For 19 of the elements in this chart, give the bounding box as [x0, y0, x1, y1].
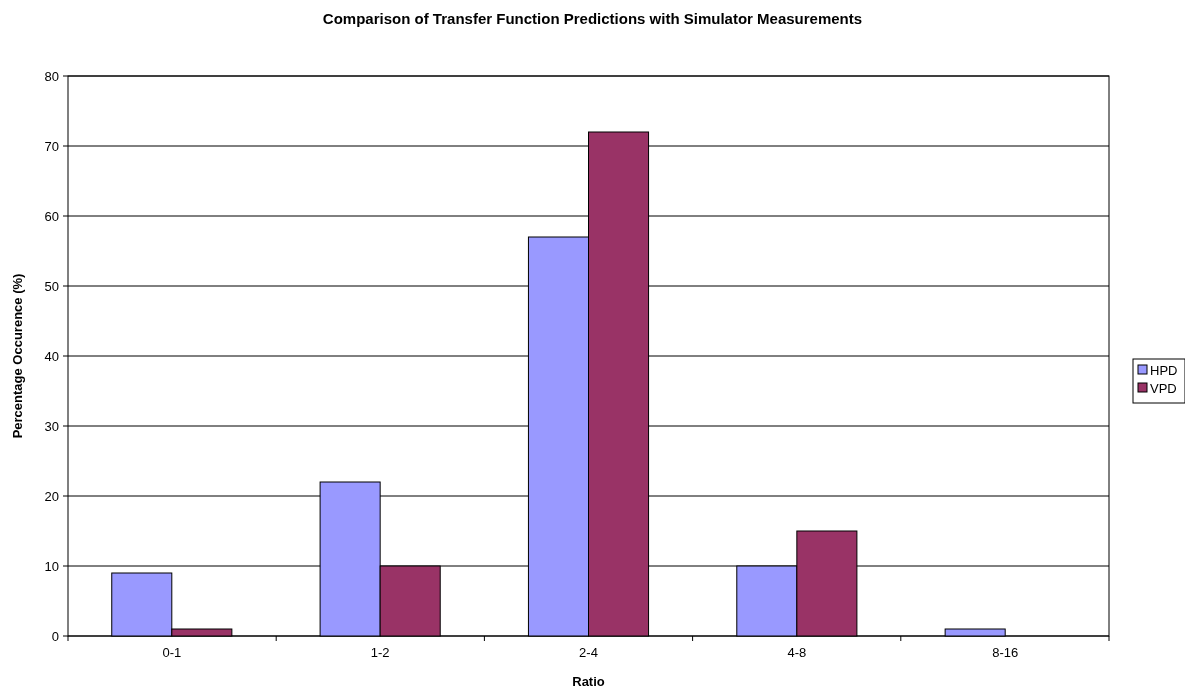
- x-tick-label: 8-16: [992, 645, 1019, 660]
- y-tick-label: 50: [44, 278, 59, 294]
- y-tick-label: 10: [44, 558, 59, 574]
- chart-title: Comparison of Transfer Function Predictions with Simulator Measurements: [322, 10, 863, 27]
- x-tick-label: 4-8: [787, 645, 807, 660]
- y-tick-label: 20: [44, 488, 59, 504]
- y-axis-title: Percentage Occurence (%): [10, 273, 25, 439]
- y-tick-label: 60: [44, 208, 59, 224]
- legend-label: VPD: [1150, 380, 1177, 396]
- x-tick-label: 1-2: [370, 645, 390, 660]
- x-axis-title: Ratio: [572, 674, 605, 689]
- y-tick-label: 40: [44, 348, 59, 364]
- y-tick-label: 80: [44, 68, 59, 84]
- legend-label: HPD: [1150, 362, 1178, 378]
- y-tick-label: 0: [51, 628, 59, 644]
- x-tick-label: 0-1: [162, 645, 182, 660]
- y-tick-label: 70: [44, 138, 59, 154]
- y-tick-label: 30: [44, 418, 59, 434]
- x-tick-label: 2-4: [579, 645, 598, 660]
